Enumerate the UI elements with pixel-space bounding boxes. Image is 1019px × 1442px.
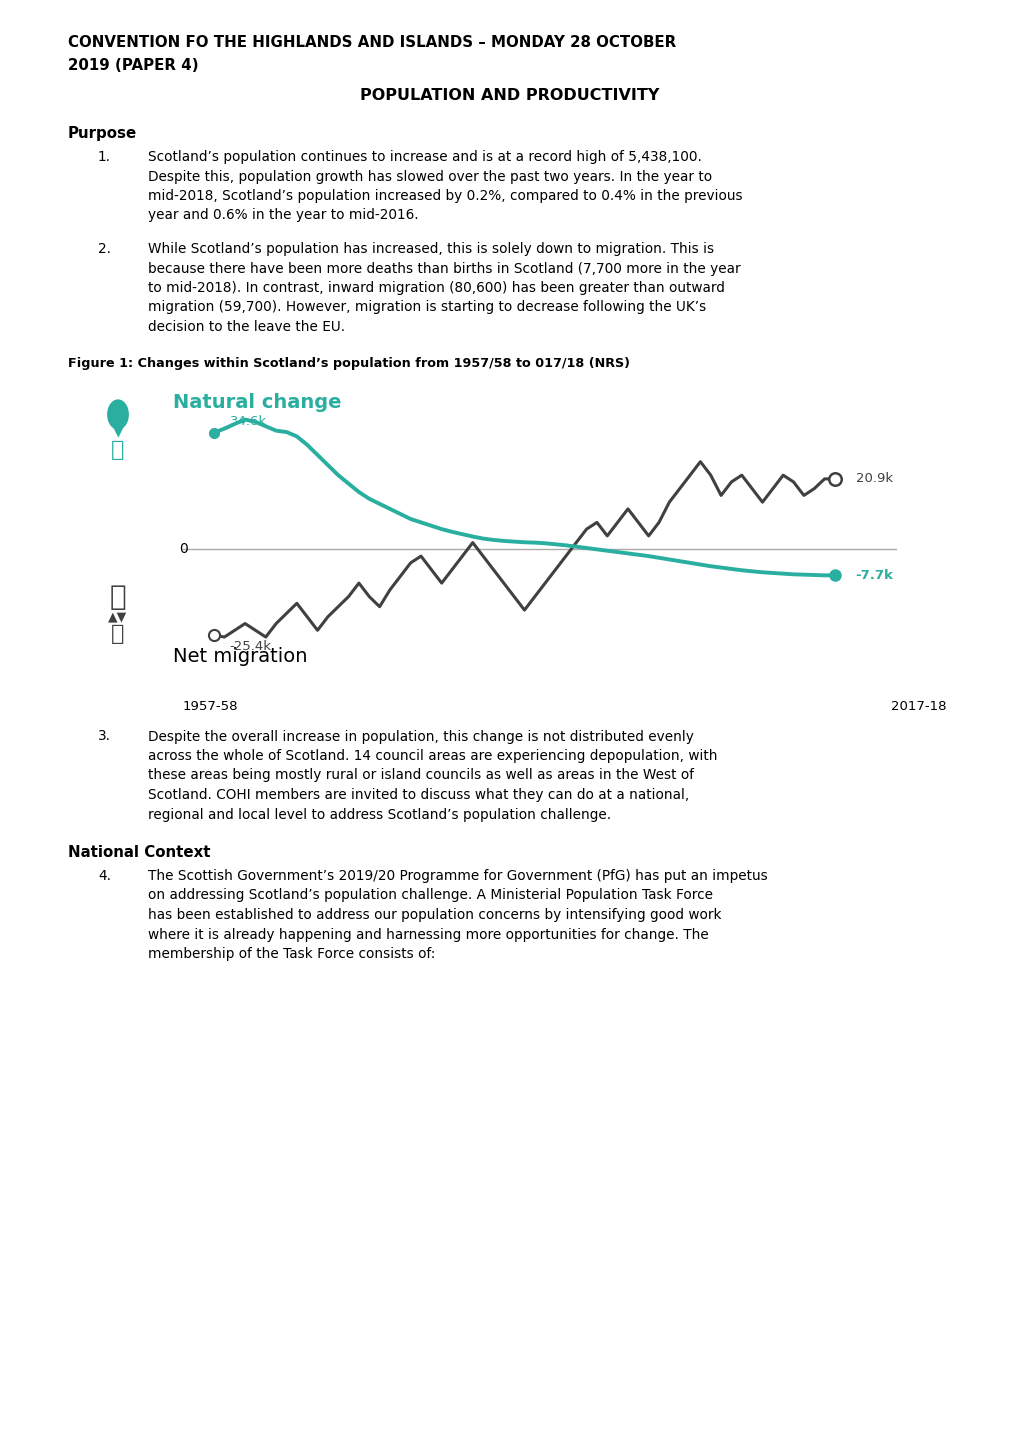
Text: regional and local level to address Scotland’s population challenge.: regional and local level to address Scot…	[148, 808, 610, 822]
Text: The Scottish Government’s 2019/20 Programme for Government (PfG) has put an impe: The Scottish Government’s 2019/20 Progra…	[148, 870, 767, 883]
Text: 🧳: 🧳	[110, 583, 126, 610]
Text: 4.: 4.	[98, 870, 111, 883]
Text: CONVENTION FO THE HIGHLANDS AND ISLANDS – MONDAY 28 OCTOBER: CONVENTION FO THE HIGHLANDS AND ISLANDS …	[68, 35, 676, 50]
Text: ⬛: ⬛	[111, 440, 124, 460]
Text: Net migration: Net migration	[173, 647, 307, 666]
Text: Figure 1: Changes within Scotland’s population from 1957/58 to 017/18 (NRS): Figure 1: Changes within Scotland’s popu…	[68, 358, 630, 371]
Text: 20.9k: 20.9k	[855, 473, 892, 486]
Text: membership of the Task Force consists of:: membership of the Task Force consists of…	[148, 947, 435, 960]
Text: National Context: National Context	[68, 845, 210, 859]
Text: Despite this, population growth has slowed over the past two years. In the year : Despite this, population growth has slow…	[148, 170, 711, 183]
Text: -25.4k: -25.4k	[229, 640, 271, 653]
Text: year and 0.6% in the year to mid-2016.: year and 0.6% in the year to mid-2016.	[148, 209, 418, 222]
Text: ▲▼: ▲▼	[108, 610, 127, 623]
Text: Purpose: Purpose	[68, 125, 138, 141]
Text: mid-2018, Scotland’s population increased by 0.2%, compared to 0.4% in the previ: mid-2018, Scotland’s population increase…	[148, 189, 742, 203]
Text: Scotland. COHI members are invited to discuss what they can do at a national,: Scotland. COHI members are invited to di…	[148, 787, 689, 802]
Text: 2017-18: 2017-18	[891, 699, 946, 712]
Text: Natural change: Natural change	[173, 392, 341, 411]
Text: POPULATION AND PRODUCTIVITY: POPULATION AND PRODUCTIVITY	[360, 88, 659, 102]
Text: migration (59,700). However, migration is starting to decrease following the UK’: migration (59,700). However, migration i…	[148, 300, 705, 314]
Text: 1.: 1.	[98, 150, 111, 164]
Text: 🧳: 🧳	[111, 624, 124, 645]
Text: Despite the overall increase in population, this change is not distributed evenl: Despite the overall increase in populati…	[148, 730, 693, 744]
Text: ⬤: ⬤	[107, 402, 128, 423]
Text: 2019 (PAPER 4): 2019 (PAPER 4)	[68, 58, 199, 74]
Text: 0: 0	[179, 542, 187, 557]
Text: where it is already happening and harnessing more opportunities for change. The: where it is already happening and harnes…	[148, 927, 708, 942]
Text: 34.6k: 34.6k	[229, 415, 266, 428]
Text: Scotland’s population continues to increase and is at a record high of 5,438,100: Scotland’s population continues to incre…	[148, 150, 701, 164]
Text: ▼: ▼	[112, 424, 123, 438]
Text: 3.: 3.	[98, 730, 111, 744]
Text: decision to the leave the EU.: decision to the leave the EU.	[148, 320, 344, 335]
Text: 1957-58: 1957-58	[182, 699, 238, 712]
Text: While Scotland’s population has increased, this is solely down to migration. Thi: While Scotland’s population has increase…	[148, 242, 713, 257]
Text: -7.7k: -7.7k	[855, 568, 893, 581]
Text: 2.: 2.	[98, 242, 111, 257]
Text: on addressing Scotland’s population challenge. A Ministerial Population Task For: on addressing Scotland’s population chal…	[148, 888, 712, 903]
Text: to mid-2018). In contrast, inward migration (80,600) has been greater than outwa: to mid-2018). In contrast, inward migrat…	[148, 281, 725, 296]
Text: because there have been more deaths than births in Scotland (7,700 more in the y: because there have been more deaths than…	[148, 261, 740, 275]
Text: across the whole of Scotland. 14 council areas are experiencing depopulation, wi: across the whole of Scotland. 14 council…	[148, 748, 716, 763]
Text: has been established to address our population concerns by intensifying good wor: has been established to address our popu…	[148, 908, 720, 921]
Text: these areas being mostly rural or island councils as well as areas in the West o: these areas being mostly rural or island…	[148, 769, 693, 783]
